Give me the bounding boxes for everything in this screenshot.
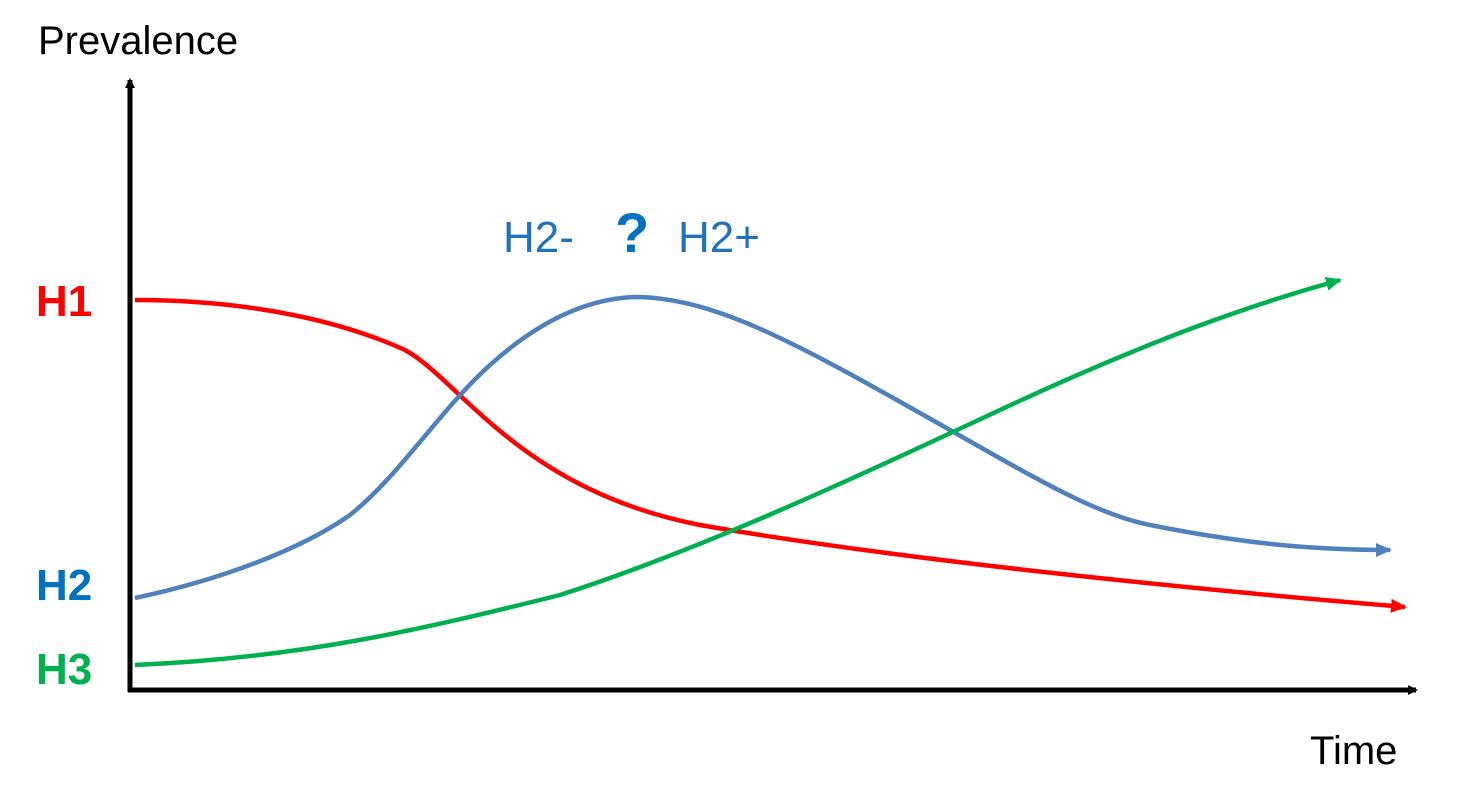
x-axis-label: Time — [1310, 729, 1397, 773]
annotation-left: H2- — [503, 213, 574, 262]
h3-curve — [134, 277, 1342, 668]
annotation-right: H2+ — [678, 213, 760, 262]
h1-curve — [134, 297, 1407, 613]
h3-label: H3 — [36, 645, 92, 694]
h1-label: H1 — [36, 277, 92, 326]
h2-curve — [134, 294, 1392, 601]
annotation-mark: ? — [615, 201, 649, 264]
y-axis-label: Prevalence — [38, 19, 238, 63]
h2-label: H2 — [36, 561, 92, 610]
